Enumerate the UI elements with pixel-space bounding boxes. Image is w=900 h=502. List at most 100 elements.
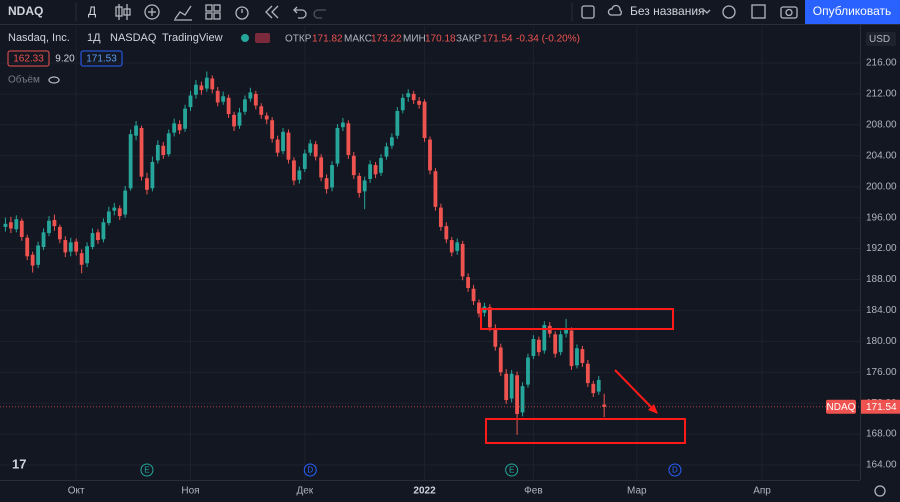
sell-box[interactable] xyxy=(7,50,50,67)
y-tick-label: 196.00 xyxy=(866,212,897,223)
layout-button[interactable] xyxy=(205,4,221,20)
candle-body xyxy=(270,120,275,139)
arrow-line xyxy=(614,369,655,411)
candle-body xyxy=(520,386,525,413)
candle-body xyxy=(183,108,187,129)
sell-price[interactable]: 162.33 xyxy=(13,54,44,65)
select-button[interactable] xyxy=(581,5,595,19)
candle-body xyxy=(602,404,607,407)
candle-body xyxy=(194,84,198,95)
event-label: E xyxy=(144,466,149,475)
candle-body xyxy=(8,222,13,229)
alert-button[interactable] xyxy=(235,6,249,20)
high-label: МАКС xyxy=(344,34,372,45)
candle-body xyxy=(204,77,209,89)
candle-body xyxy=(466,277,471,288)
candle-body xyxy=(248,92,253,99)
candle-body xyxy=(210,78,215,90)
candle-body xyxy=(85,246,89,264)
annotations xyxy=(480,308,686,444)
candle-body xyxy=(36,245,41,265)
currency[interactable]: USD xyxy=(869,34,890,45)
indicators-button[interactable] xyxy=(144,4,160,20)
support-box xyxy=(485,418,686,444)
templates-button[interactable] xyxy=(174,5,192,21)
legend: Nasdaq, Inc. 1Д NASDAQ TradingView ОТКР … xyxy=(7,32,580,86)
candle-body xyxy=(384,146,389,157)
event-marker xyxy=(303,463,317,477)
candle-body xyxy=(243,99,247,112)
hide-volume-icon[interactable] xyxy=(48,76,60,84)
redo-button[interactable] xyxy=(313,9,326,19)
spread: 9.20 xyxy=(55,54,75,65)
candle-body xyxy=(335,127,340,164)
legend-interval: 1Д xyxy=(87,32,101,44)
low-label: МИН xyxy=(403,34,426,45)
candle-body xyxy=(41,232,46,248)
settings-button[interactable] xyxy=(722,5,736,19)
buy-price[interactable]: 171.53 xyxy=(86,54,117,65)
chart-type-button[interactable] xyxy=(115,4,131,20)
status-dot xyxy=(241,34,249,42)
candle-body xyxy=(232,114,236,127)
candle-body xyxy=(264,115,269,120)
buy-box[interactable] xyxy=(80,50,123,67)
candle-body xyxy=(428,139,432,171)
candle-body xyxy=(297,170,302,180)
candle-body xyxy=(509,373,514,399)
layout-menu[interactable] xyxy=(703,9,711,14)
layout-name[interactable]: Без названия xyxy=(630,4,705,18)
fullscreen-button[interactable] xyxy=(751,4,766,19)
candle-body xyxy=(351,155,356,176)
open-value: 171.82 xyxy=(312,34,343,45)
candle-body xyxy=(346,123,351,156)
candle-body xyxy=(460,243,465,277)
candle-body xyxy=(166,133,171,155)
candle-body xyxy=(558,334,563,353)
source: TradingView xyxy=(162,32,223,44)
candle-body xyxy=(134,125,138,136)
candle-body xyxy=(341,122,345,128)
event-label: D xyxy=(672,466,678,475)
x-tick-label: Фев xyxy=(524,486,542,497)
candle-body xyxy=(477,302,481,314)
publish-button[interactable] xyxy=(805,0,900,24)
currency-box[interactable] xyxy=(866,32,896,46)
event-marker xyxy=(505,463,519,477)
undo-button[interactable] xyxy=(293,6,307,19)
candle-body xyxy=(3,223,8,227)
snapshot-button[interactable] xyxy=(780,6,798,19)
publish-label[interactable]: Опубликовать xyxy=(813,4,891,18)
candle-body xyxy=(438,207,443,227)
symbol-tag: NDAQ xyxy=(827,402,856,413)
interval-button[interactable]: Д xyxy=(88,4,96,18)
axes: 164.00168.00172.00176.00180.00184.00188.… xyxy=(68,58,900,497)
candle-body xyxy=(406,93,411,98)
replay-button[interactable] xyxy=(265,5,279,19)
candle-body xyxy=(575,348,579,366)
candle-body xyxy=(155,144,160,161)
y-tick-label: 204.00 xyxy=(866,150,897,161)
candle-body xyxy=(596,379,601,392)
candle-body xyxy=(68,242,73,252)
y-tick-label: 212.00 xyxy=(866,89,897,100)
candle-body xyxy=(357,175,362,193)
candle-body xyxy=(324,178,329,190)
event-marker xyxy=(668,463,682,477)
candle-body xyxy=(531,338,536,357)
x-tick-label: Мар xyxy=(627,486,647,497)
candle-body xyxy=(259,106,264,115)
last-price-label: 171.54 xyxy=(866,402,897,413)
candle-body xyxy=(199,85,204,91)
symbol[interactable]: NDAQ xyxy=(8,4,43,18)
candle-body xyxy=(308,143,313,153)
candle-body xyxy=(580,349,585,363)
axis-settings[interactable] xyxy=(874,485,886,497)
candle-body xyxy=(177,124,182,131)
resistance-box xyxy=(480,308,674,330)
candle-body xyxy=(553,334,558,354)
toolbar: NDAQ Д Без названия Опубликовать xyxy=(0,0,900,25)
candle-body xyxy=(569,330,574,367)
candle-body xyxy=(292,160,296,181)
